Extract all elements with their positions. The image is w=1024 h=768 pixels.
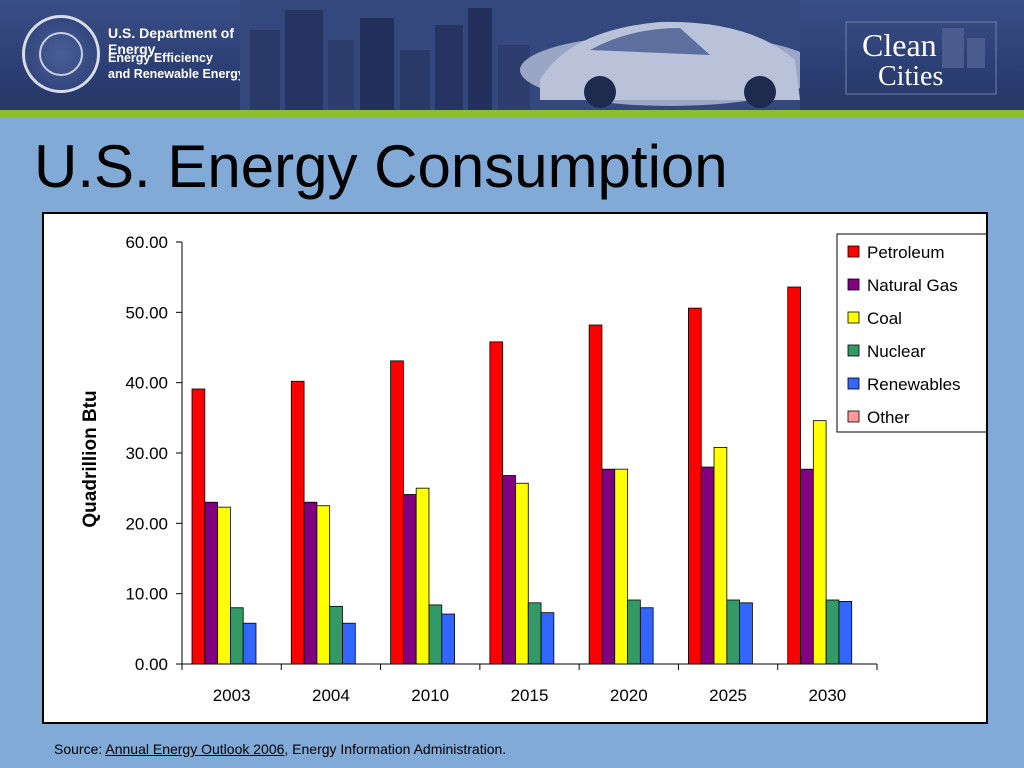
bar-coal-2010 xyxy=(415,487,430,665)
bar-nuclear-2030 xyxy=(825,599,840,665)
bar-renewables-2015 xyxy=(540,612,555,665)
legend-swatch xyxy=(847,311,860,324)
y-tick-label: 10.00 xyxy=(125,585,168,604)
y-tick-label: 20.00 xyxy=(125,514,168,533)
bar-coal-2003 xyxy=(217,506,231,665)
bar-nuclear-2020 xyxy=(627,599,641,665)
bar-nuclear-2015 xyxy=(527,602,542,665)
bar-petroleum-2015 xyxy=(489,341,504,665)
x-tick-label: 2020 xyxy=(610,686,648,705)
bar-renewables-2030 xyxy=(838,601,853,665)
x-tick-label: 2030 xyxy=(808,686,846,705)
bar-renewables-2003 xyxy=(242,622,257,665)
bar-renewables-2010 xyxy=(441,613,455,665)
chart-container: 0.00 10.00 20.00 30.00 40.00 50.00 60.00 2003 20… xyxy=(42,212,988,724)
legend-label: Coal xyxy=(867,309,902,328)
bar-natural-gas-2030 xyxy=(800,468,814,665)
y-tick-label: 30.00 xyxy=(125,444,168,463)
legend-label: Other xyxy=(867,408,910,427)
header-banner: U.S. Department of Energy Energy Efficie… xyxy=(0,0,1024,110)
office-line-1: Energy Efficiency xyxy=(108,51,213,65)
bar-coal-2015 xyxy=(515,482,529,665)
bar-renewables-2020 xyxy=(639,607,654,665)
y-tick-label: 50.00 xyxy=(125,303,168,322)
bar-nuclear-2010 xyxy=(428,604,443,665)
bar-renewables-2025 xyxy=(739,602,753,665)
logo-clean-text: Clean xyxy=(862,27,937,63)
agency-name: U.S. Department of Energy xyxy=(108,25,235,57)
bar-coal-2030 xyxy=(812,420,827,665)
office-line-2: and Renewable Energy xyxy=(108,67,245,81)
logo-cities-text: Cities xyxy=(878,61,944,92)
y-axis-label: Quadrillion Btu xyxy=(80,390,101,527)
bar-petroleum-2004 xyxy=(290,380,305,665)
bar-coal-2020 xyxy=(614,468,628,665)
bar-chart: 0.00 10.00 20.00 30.00 40.00 50.00 60.00 2003 20… xyxy=(80,233,986,705)
bar-petroleum-2030 xyxy=(787,286,801,665)
bar-natural-gas-2004 xyxy=(303,501,318,665)
bar-nuclear-2004 xyxy=(329,605,343,665)
bar-petroleum-2025 xyxy=(688,307,702,665)
bar-natural-gas-2020 xyxy=(601,468,616,665)
x-tick-label: 2015 xyxy=(511,686,549,705)
axes-group: 0.00 10.00 20.00 30.00 40.00 50.00 60.00 2003 20… xyxy=(80,233,878,705)
legend-box xyxy=(836,233,986,433)
y-tick-label: 40.00 xyxy=(125,374,168,393)
legend-swatch xyxy=(847,344,860,357)
y-tick-label: 60.00 xyxy=(125,233,168,252)
bar-petroleum-2020 xyxy=(588,324,603,665)
chart-legend: Petroleum Natural Gas Coal Nuclear Renewable… xyxy=(836,233,986,433)
bar-petroleum-2010 xyxy=(390,360,404,665)
legend-swatch xyxy=(847,245,860,258)
bar-natural-gas-2003 xyxy=(204,501,219,665)
bar-renewables-2004 xyxy=(342,622,356,665)
source-link[interactable]: Annual Energy Outlook 2006 xyxy=(105,741,285,757)
legend-swatch xyxy=(847,410,860,423)
city-car-banner-image xyxy=(240,0,800,110)
bars-group xyxy=(191,286,853,665)
bar-nuclear-2025 xyxy=(726,599,741,665)
legend-label: Renewables xyxy=(867,375,961,394)
seal-inner-ring xyxy=(39,32,83,76)
source-prefix: Source: xyxy=(54,741,106,757)
bar-nuclear-2003 xyxy=(229,607,244,665)
bar-natural-gas-2015 xyxy=(502,475,516,665)
page-title: U.S. Energy Consumption xyxy=(34,133,728,200)
doe-seal-icon xyxy=(22,15,100,93)
legend-label: Petroleum xyxy=(867,243,944,262)
source-note: Source: Annual Energy Outlook 2006, Ener… xyxy=(54,741,506,757)
y-tick-label: 0.00 xyxy=(135,655,168,674)
legend-label: Nuclear xyxy=(867,342,926,361)
x-tick-label: 2003 xyxy=(213,686,251,705)
x-tick-label: 2025 xyxy=(709,686,747,705)
clean-cities-logo-icon xyxy=(845,21,997,95)
bar-natural-gas-2010 xyxy=(402,494,417,665)
source-suffix: , Energy Information Administration. xyxy=(284,741,507,757)
bar-natural-gas-2025 xyxy=(700,466,715,665)
office-name: Energy Efficiency and Renewable Energy xyxy=(108,50,268,82)
legend-label: Natural Gas xyxy=(867,276,958,295)
bar-coal-2004 xyxy=(316,505,331,665)
legend-swatch xyxy=(847,278,860,291)
bar-petroleum-2003 xyxy=(191,388,206,665)
x-tick-label: 2010 xyxy=(411,686,449,705)
bar-coal-2025 xyxy=(713,446,728,665)
header-accent-stripe xyxy=(0,110,1024,118)
legend-swatch xyxy=(847,377,860,390)
x-tick-label: 2004 xyxy=(312,686,350,705)
